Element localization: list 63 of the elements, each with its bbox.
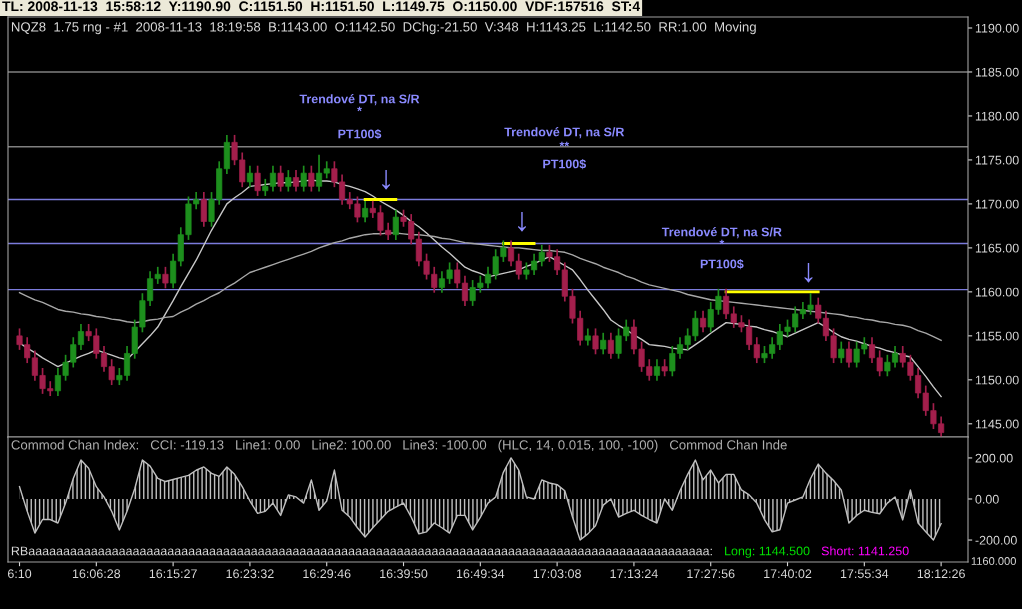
annotation: Trendové DT, na S/R	[661, 227, 782, 239]
candlestick	[162, 266, 169, 289]
annotation: RBaaaaaaaaaaaaaaaaaaaaaaaaaaaaaaaaaaaaaaaaaaaaaaaaaaaaaaaaaaaaaaaaaaaaaaaaaaaaaaaaaaaaaaaaaaaaaaaaaa:	[11, 546, 712, 556]
annotation: **	[559, 141, 570, 147]
y-tick-label: 1165.00	[975, 243, 1019, 253]
x-tick-label: 17:55:34	[840, 569, 889, 579]
candlestick	[277, 165, 284, 192]
candlestick	[362, 200, 369, 223]
chart-title: TL: 2008-11-13 15:58:12 Y:1190.90 C:1151.50 H:1151.50 L:1149.75 O:1150.00 VDF:157516 ST:4	[2, 1, 641, 12]
annotation: ↓	[382, 169, 390, 190]
y-tick-label: -200.00	[975, 535, 1017, 545]
y-tick-label: 1150.00	[975, 375, 1019, 385]
y-tick-label: 0.00	[975, 494, 999, 504]
chart-title: Commod Chan Index: CCI: -119.13 Line1: 0.00 Line2: 100.00 Line3: -100.00 (HLC, 14, 0.015, 100, -100) Commod Chan Inde	[11, 439, 787, 453]
y-tick-label: 1180.00	[975, 111, 1019, 121]
x-tick-label: 17:40:02	[764, 569, 812, 579]
x-tick-label: 17:13:24	[610, 569, 658, 579]
x-tick-label: 17:27:56	[687, 569, 735, 579]
x-tick-label: 16:06:28	[72, 569, 121, 579]
annotation: Trendové DT, na S/R	[504, 127, 625, 139]
candlestick	[308, 165, 315, 192]
y-tick-label: 1175.00	[975, 155, 1019, 165]
candlestick	[607, 332, 614, 359]
y-tick-label: 200.00	[975, 453, 1013, 463]
candlestick	[254, 165, 261, 196]
x-tick-label: 18:12:26	[917, 569, 965, 579]
y-tick-label: 1190.00	[975, 23, 1019, 33]
candlestick	[200, 192, 207, 227]
annotation: Short: 1141.250	[821, 546, 909, 556]
x-tick-label: 16:29:46	[303, 569, 351, 579]
candlestick	[592, 328, 599, 355]
annotation: *	[719, 239, 725, 245]
annotation: Trendové DT, na S/R	[299, 94, 420, 106]
annotation: PT100$	[700, 258, 744, 270]
x-tick-label: 6:10	[7, 569, 32, 579]
y-tick-label: 1155.00	[975, 331, 1019, 341]
annotation: PT100$	[543, 158, 587, 170]
x-tick-label: 16:39:50	[380, 569, 428, 579]
candlestick	[600, 332, 607, 355]
annotation: Long: 1144.500	[725, 546, 810, 558]
y-tick-label: 1185.00	[975, 67, 1019, 77]
x-tick-label: 16:49:34	[456, 569, 505, 579]
candlestick	[845, 341, 852, 368]
x-tick-label: 16:15:27	[149, 569, 197, 579]
y-tick-label: 1145.00	[975, 419, 1019, 429]
candlestick	[300, 165, 307, 192]
x-tick-label: 17:03:08	[533, 569, 581, 579]
candlestick	[700, 310, 707, 333]
y-tick-label: 1170.00	[975, 199, 1019, 209]
x-tick-label: 16:23:32	[226, 569, 274, 579]
annotation: PT100$	[338, 128, 382, 140]
text: 1160.000	[971, 557, 1016, 565]
candlestick	[653, 359, 660, 381]
candlestick	[285, 170, 292, 192]
annotation: ↓	[518, 211, 526, 232]
annotation: *	[357, 106, 362, 112]
candlestick	[292, 170, 300, 192]
annotation: ↓	[804, 262, 813, 283]
candlestick	[392, 209, 399, 240]
chart-subtitle: NQZ8 1.75 rng - #1 2008-11-13 18:19:58 B:1143.00 O:1142.50 DChg:-21.50 V:348 H:1143.25 L:1142.50 RR:1.00 Moving	[11, 21, 756, 35]
y-tick-label: 1160.00	[975, 287, 1019, 297]
candlestick	[838, 341, 845, 364]
candlestick	[246, 165, 253, 188]
